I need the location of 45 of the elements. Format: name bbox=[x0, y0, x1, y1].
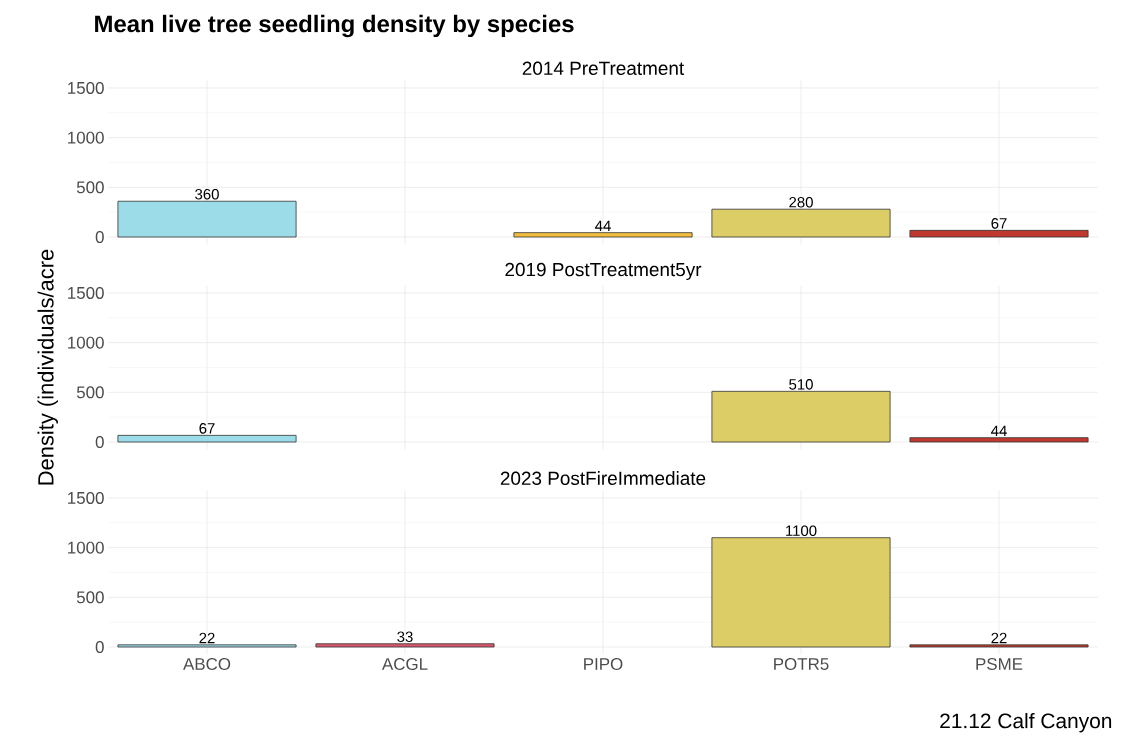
y-tick-label: 1000 bbox=[68, 131, 104, 144]
y-tick-label: 0 bbox=[95, 231, 104, 244]
x-tick-label: ACGL bbox=[381, 658, 428, 670]
y-axis-title: Density (individuals/acre bbox=[37, 249, 58, 485]
data-label: 280 bbox=[789, 196, 813, 208]
bar bbox=[711, 537, 891, 648]
y-tick-label: 1500 bbox=[68, 286, 104, 299]
bar bbox=[117, 200, 297, 238]
bar bbox=[909, 644, 1089, 648]
y-tick-label: 500 bbox=[76, 591, 104, 604]
chart-title: Mean live tree seedling density by species bbox=[95, 14, 574, 38]
y-tick-label: 500 bbox=[76, 386, 104, 399]
data-label: 44 bbox=[991, 425, 1007, 436]
data-label: 22 bbox=[991, 632, 1007, 644]
bar bbox=[513, 232, 693, 238]
chart-title: 2019 PostTreatment5yr bbox=[505, 262, 702, 280]
chart-subtitle: 2014 PreTreatment bbox=[522, 61, 685, 75]
text: 21.12 Calf Canyon bbox=[940, 712, 1112, 733]
data-label: 22 bbox=[199, 632, 215, 644]
data-label: 360 bbox=[195, 188, 219, 200]
data-label: 67 bbox=[199, 423, 215, 434]
bar bbox=[909, 437, 1089, 443]
chart-title: 2023 PostFireImmediate bbox=[500, 471, 706, 485]
data-label: 33 bbox=[397, 631, 413, 643]
y-tick-label: 500 bbox=[76, 181, 104, 194]
data-label: 510 bbox=[789, 379, 813, 390]
bar bbox=[711, 390, 891, 443]
bar bbox=[117, 434, 297, 443]
bar bbox=[909, 229, 1089, 238]
bar bbox=[315, 643, 495, 648]
y-tick-label: 1500 bbox=[68, 81, 104, 94]
y-tick-label: 1000 bbox=[68, 336, 104, 349]
x-tick-label: PSME bbox=[976, 658, 1023, 670]
x-tick-label: PIPO bbox=[584, 658, 623, 670]
x-tick-label: ABCO bbox=[183, 658, 231, 670]
bar bbox=[117, 644, 297, 648]
y-tick-label: 1000 bbox=[68, 541, 104, 554]
y-tick-label: 1500 bbox=[68, 491, 104, 504]
data-label: 44 bbox=[595, 220, 611, 231]
data-label: 67 bbox=[991, 218, 1007, 229]
x-tick-label: POTR5 bbox=[774, 658, 829, 670]
y-tick-label: 0 bbox=[95, 641, 104, 654]
y-tick-label: 0 bbox=[95, 436, 104, 449]
data-label: 1100 bbox=[786, 525, 817, 536]
bar bbox=[711, 208, 891, 238]
